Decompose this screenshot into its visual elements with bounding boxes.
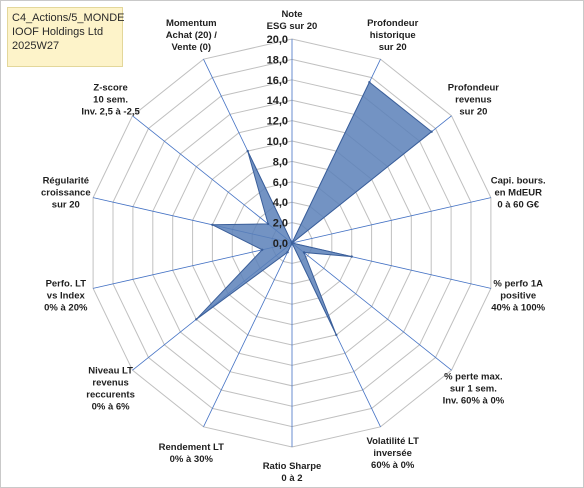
axis-label: % perte max. sur 1 sem. Inv. 60% à 0% [443,372,505,407]
axis-label: Ratio Sharpe 0 à 2 [263,461,322,484]
tick-label: 2,0 [273,218,288,230]
axis-label: Note ESG sur 20 [267,9,318,32]
axis-spoke [291,242,452,371]
data-point [211,223,214,226]
axis-label: Z-score 10 sem. Inv. 2,5 à -2,5 [81,82,140,117]
axis-label: Capi. bours. en MdEUR 0 à 60 G€ [491,175,546,210]
data-point [350,255,353,258]
axis-spoke [132,115,293,244]
tick-label: 12,0 [267,116,288,128]
tick-label: 18,0 [267,54,288,66]
data-point [335,333,338,337]
info-category: C4_Actions/5_MONDE [12,12,125,24]
data-point [246,149,249,153]
data-point [195,318,198,321]
data-point [261,248,264,251]
tick-label: 0,0 [273,238,288,250]
axis-label: Volatilité LT inversée 60% à 0% [366,436,419,471]
tick-label: 10,0 [267,136,288,148]
axis-label: Perfo. LT vs Index 0% à 20% [44,279,88,314]
axis-spoke [291,197,491,244]
tick-label: 20,0 [267,34,288,46]
data-point [266,222,270,226]
tick-label: 8,0 [273,156,288,168]
tick-label: 16,0 [267,75,288,87]
axis-spoke [203,242,293,427]
axis-label: Régularité croissance sur 20 [41,175,91,210]
axis-spoke [93,242,293,289]
tick-label: 6,0 [273,177,288,189]
axis-label: % perfo 1A positive 40% à 100% [491,279,545,314]
tick-label: 4,0 [273,197,288,209]
axis-label: Momentum Achat (20) / Vente (0) [166,18,218,53]
data-point [286,251,289,254]
data-point [302,251,306,254]
data-point [430,130,433,133]
tick-label: 14,0 [267,95,288,107]
axis-label: Profondeur historique sur 20 [367,18,418,53]
axis-label: Rendement LT 0% à 30% [159,442,224,465]
data-point [290,241,294,245]
data-point [368,81,371,84]
info-box: C4_Actions/5_MONDE IOOF Holdings Ltd 202… [7,7,125,67]
info-week: 2025W27 [12,40,60,52]
axis-label: Profondeur revenus sur 20 [448,82,499,117]
info-company: IOOF Holdings Ltd [12,26,104,38]
axis-label: Niveau LT revenus reccurents 0% à 6% [86,366,135,413]
